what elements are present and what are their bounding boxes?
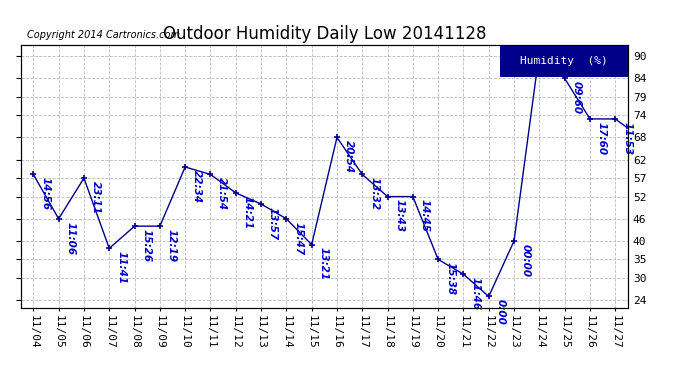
Text: 14:45: 14:45 — [420, 200, 430, 232]
Text: 12:06: 12:06 — [0, 374, 1, 375]
Text: 13:21: 13:21 — [319, 248, 328, 280]
Text: 15:38: 15:38 — [445, 262, 455, 296]
Text: 21:54: 21:54 — [217, 177, 228, 210]
Text: 12:19: 12:19 — [167, 229, 177, 262]
Text: 20:54: 20:54 — [344, 140, 354, 173]
Text: 14:21: 14:21 — [243, 196, 253, 229]
Text: 17:60: 17:60 — [597, 122, 607, 155]
Text: 11:41: 11:41 — [116, 251, 126, 284]
Text: 15:47: 15:47 — [293, 222, 304, 255]
Text: 15:26: 15:26 — [141, 229, 152, 262]
Title: Outdoor Humidity Daily Low 20141128: Outdoor Humidity Daily Low 20141128 — [163, 26, 486, 44]
Text: 15:56: 15:56 — [0, 374, 1, 375]
Text: 09:60: 09:60 — [571, 81, 582, 114]
Text: 23:11: 23:11 — [91, 181, 101, 214]
Text: Copyright 2014 Cartronics.com: Copyright 2014 Cartronics.com — [27, 30, 180, 40]
Text: 14:56: 14:56 — [40, 177, 50, 210]
Text: 22:34: 22:34 — [192, 170, 202, 203]
Text: 00:00: 00:00 — [521, 244, 531, 277]
Text: 2: 2 — [546, 55, 556, 62]
Text: 13:43: 13:43 — [395, 200, 404, 232]
Text: 11:06: 11:06 — [66, 222, 76, 255]
Text: 11:53: 11:53 — [622, 122, 632, 155]
Text: 11:46: 11:46 — [471, 277, 480, 310]
Text: 13:32: 13:32 — [369, 177, 380, 210]
Text: 13:57: 13:57 — [268, 207, 278, 240]
Text: 0:00: 0:00 — [495, 299, 506, 325]
